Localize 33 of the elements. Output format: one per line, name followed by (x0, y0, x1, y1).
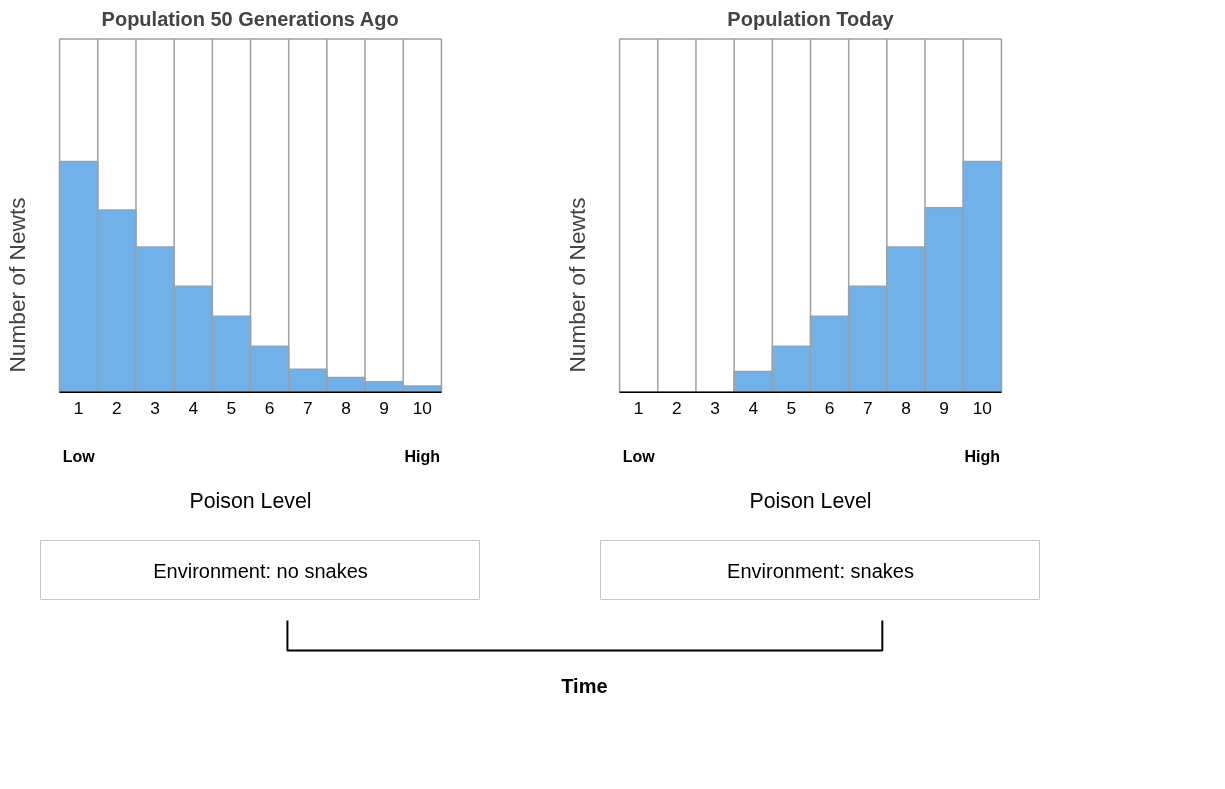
x-tick-label: 1 (633, 397, 644, 418)
text: Time (561, 674, 608, 697)
x-tick-label: 9 (379, 397, 389, 418)
x-tick-label: 10 (972, 397, 992, 418)
x-tick-label: 3 (710, 397, 720, 418)
x-tick-label: 4 (748, 397, 759, 418)
text: High (964, 447, 1001, 465)
x-tick-label: 2 (672, 397, 682, 418)
x-tick-label: 2 (112, 397, 122, 418)
text: Low (62, 447, 96, 465)
x-tick-label: 8 (901, 397, 911, 418)
text: High (404, 447, 441, 465)
x-tick-label: 6 (824, 397, 835, 418)
x-tick-label: 8 (341, 397, 351, 418)
x-tick-label: 3 (150, 397, 160, 418)
x-tick-label: 7 (302, 397, 313, 418)
chart-title: Population 50 Generations Ago (101, 7, 399, 30)
text: Low (622, 447, 656, 465)
x-tick-label: 10 (412, 397, 432, 418)
x-tick-label: 4 (188, 397, 199, 418)
y-axis-title: Number of Newts (3, 197, 30, 373)
x-tick-label: 1 (73, 397, 84, 418)
x-tick-label: 6 (264, 397, 275, 418)
x-axis-title: Poison Level (189, 489, 312, 514)
x-tick-label: 7 (862, 397, 873, 418)
text: Environment: snakes (727, 559, 914, 582)
x-axis-title: Poison Level (749, 489, 872, 514)
x-tick-label: 5 (786, 397, 797, 418)
x-tick-label: 9 (939, 397, 949, 418)
text: Environment: no snakes (153, 559, 368, 582)
x-tick-label: 5 (226, 397, 237, 418)
chart-title: Population Today (727, 7, 895, 30)
y-axis-title: Number of Newts (563, 197, 590, 373)
